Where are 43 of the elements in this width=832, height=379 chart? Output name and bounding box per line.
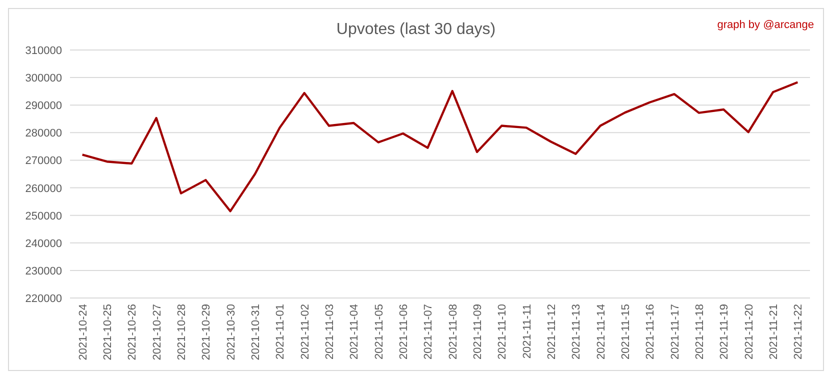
- x-tick-label: 2021-11-22: [792, 304, 805, 360]
- y-tick-label: 270000: [25, 155, 62, 168]
- y-tick-label: 230000: [25, 265, 62, 278]
- x-tick-label: 2021-11-01: [274, 304, 287, 360]
- x-tick-label: 2021-11-16: [644, 304, 657, 360]
- y-tick-label: 220000: [25, 293, 62, 305]
- y-tick-label: 290000: [25, 100, 62, 112]
- x-tick-label: 2021-11-09: [472, 304, 484, 360]
- x-tick-label: 2021-11-17: [669, 304, 682, 360]
- x-tick-label: 2021-10-26: [126, 304, 139, 360]
- x-tick-label: 2021-10-27: [151, 304, 164, 360]
- x-tick-label: 2021-11-04: [348, 304, 361, 360]
- line-series: [81, 81, 799, 212]
- x-tick-label: 2021-10-30: [225, 304, 238, 360]
- text: graph by @arcange: [717, 19, 814, 31]
- x-tick-label: 2021-10-24: [77, 304, 90, 360]
- x-tick-label: 2021-10-31: [250, 304, 262, 360]
- x-tick-label: 2021-11-14: [595, 304, 608, 360]
- x-tick-label: 2021-10-28: [176, 304, 188, 360]
- y-tick-label: 240000: [25, 238, 62, 250]
- x-tick-label: 2021-11-10: [496, 304, 509, 360]
- x-tick-label: 2021-11-15: [620, 304, 632, 360]
- y-tick-label: 300000: [25, 72, 62, 85]
- x-tick-label: 2021-11-07: [422, 304, 435, 360]
- x-tick-label: 2021-11-13: [570, 304, 583, 360]
- x-tick-label: 2021-11-11: [521, 304, 534, 359]
- x-tick-label: 2021-11-19: [718, 304, 731, 360]
- x-tick-label: 2021-11-05: [373, 304, 386, 360]
- x-tick-label: 2021-11-18: [694, 304, 706, 360]
- y-tick-label: 280000: [25, 128, 62, 140]
- x-tick-label: 2021-10-25: [102, 304, 114, 360]
- x-tick-label: 2021-11-12: [546, 304, 558, 360]
- chart-title: Upvotes (last 30 days): [336, 21, 496, 38]
- y-tick-label: 250000: [25, 210, 62, 222]
- x-tick-label: 2021-10-29: [200, 304, 213, 360]
- y-tick-label: 310000: [25, 45, 62, 57]
- x-tick-label: 2021-11-06: [398, 304, 410, 360]
- x-tick-label: 2021-11-02: [299, 304, 312, 360]
- y-tick-label: 260000: [25, 182, 62, 195]
- x-tick-label: 2021-11-21: [768, 304, 780, 360]
- x-tick-label: 2021-11-03: [324, 304, 336, 360]
- x-tick-label: 2021-11-08: [447, 304, 460, 360]
- x-tick-label: 2021-11-20: [743, 304, 756, 360]
